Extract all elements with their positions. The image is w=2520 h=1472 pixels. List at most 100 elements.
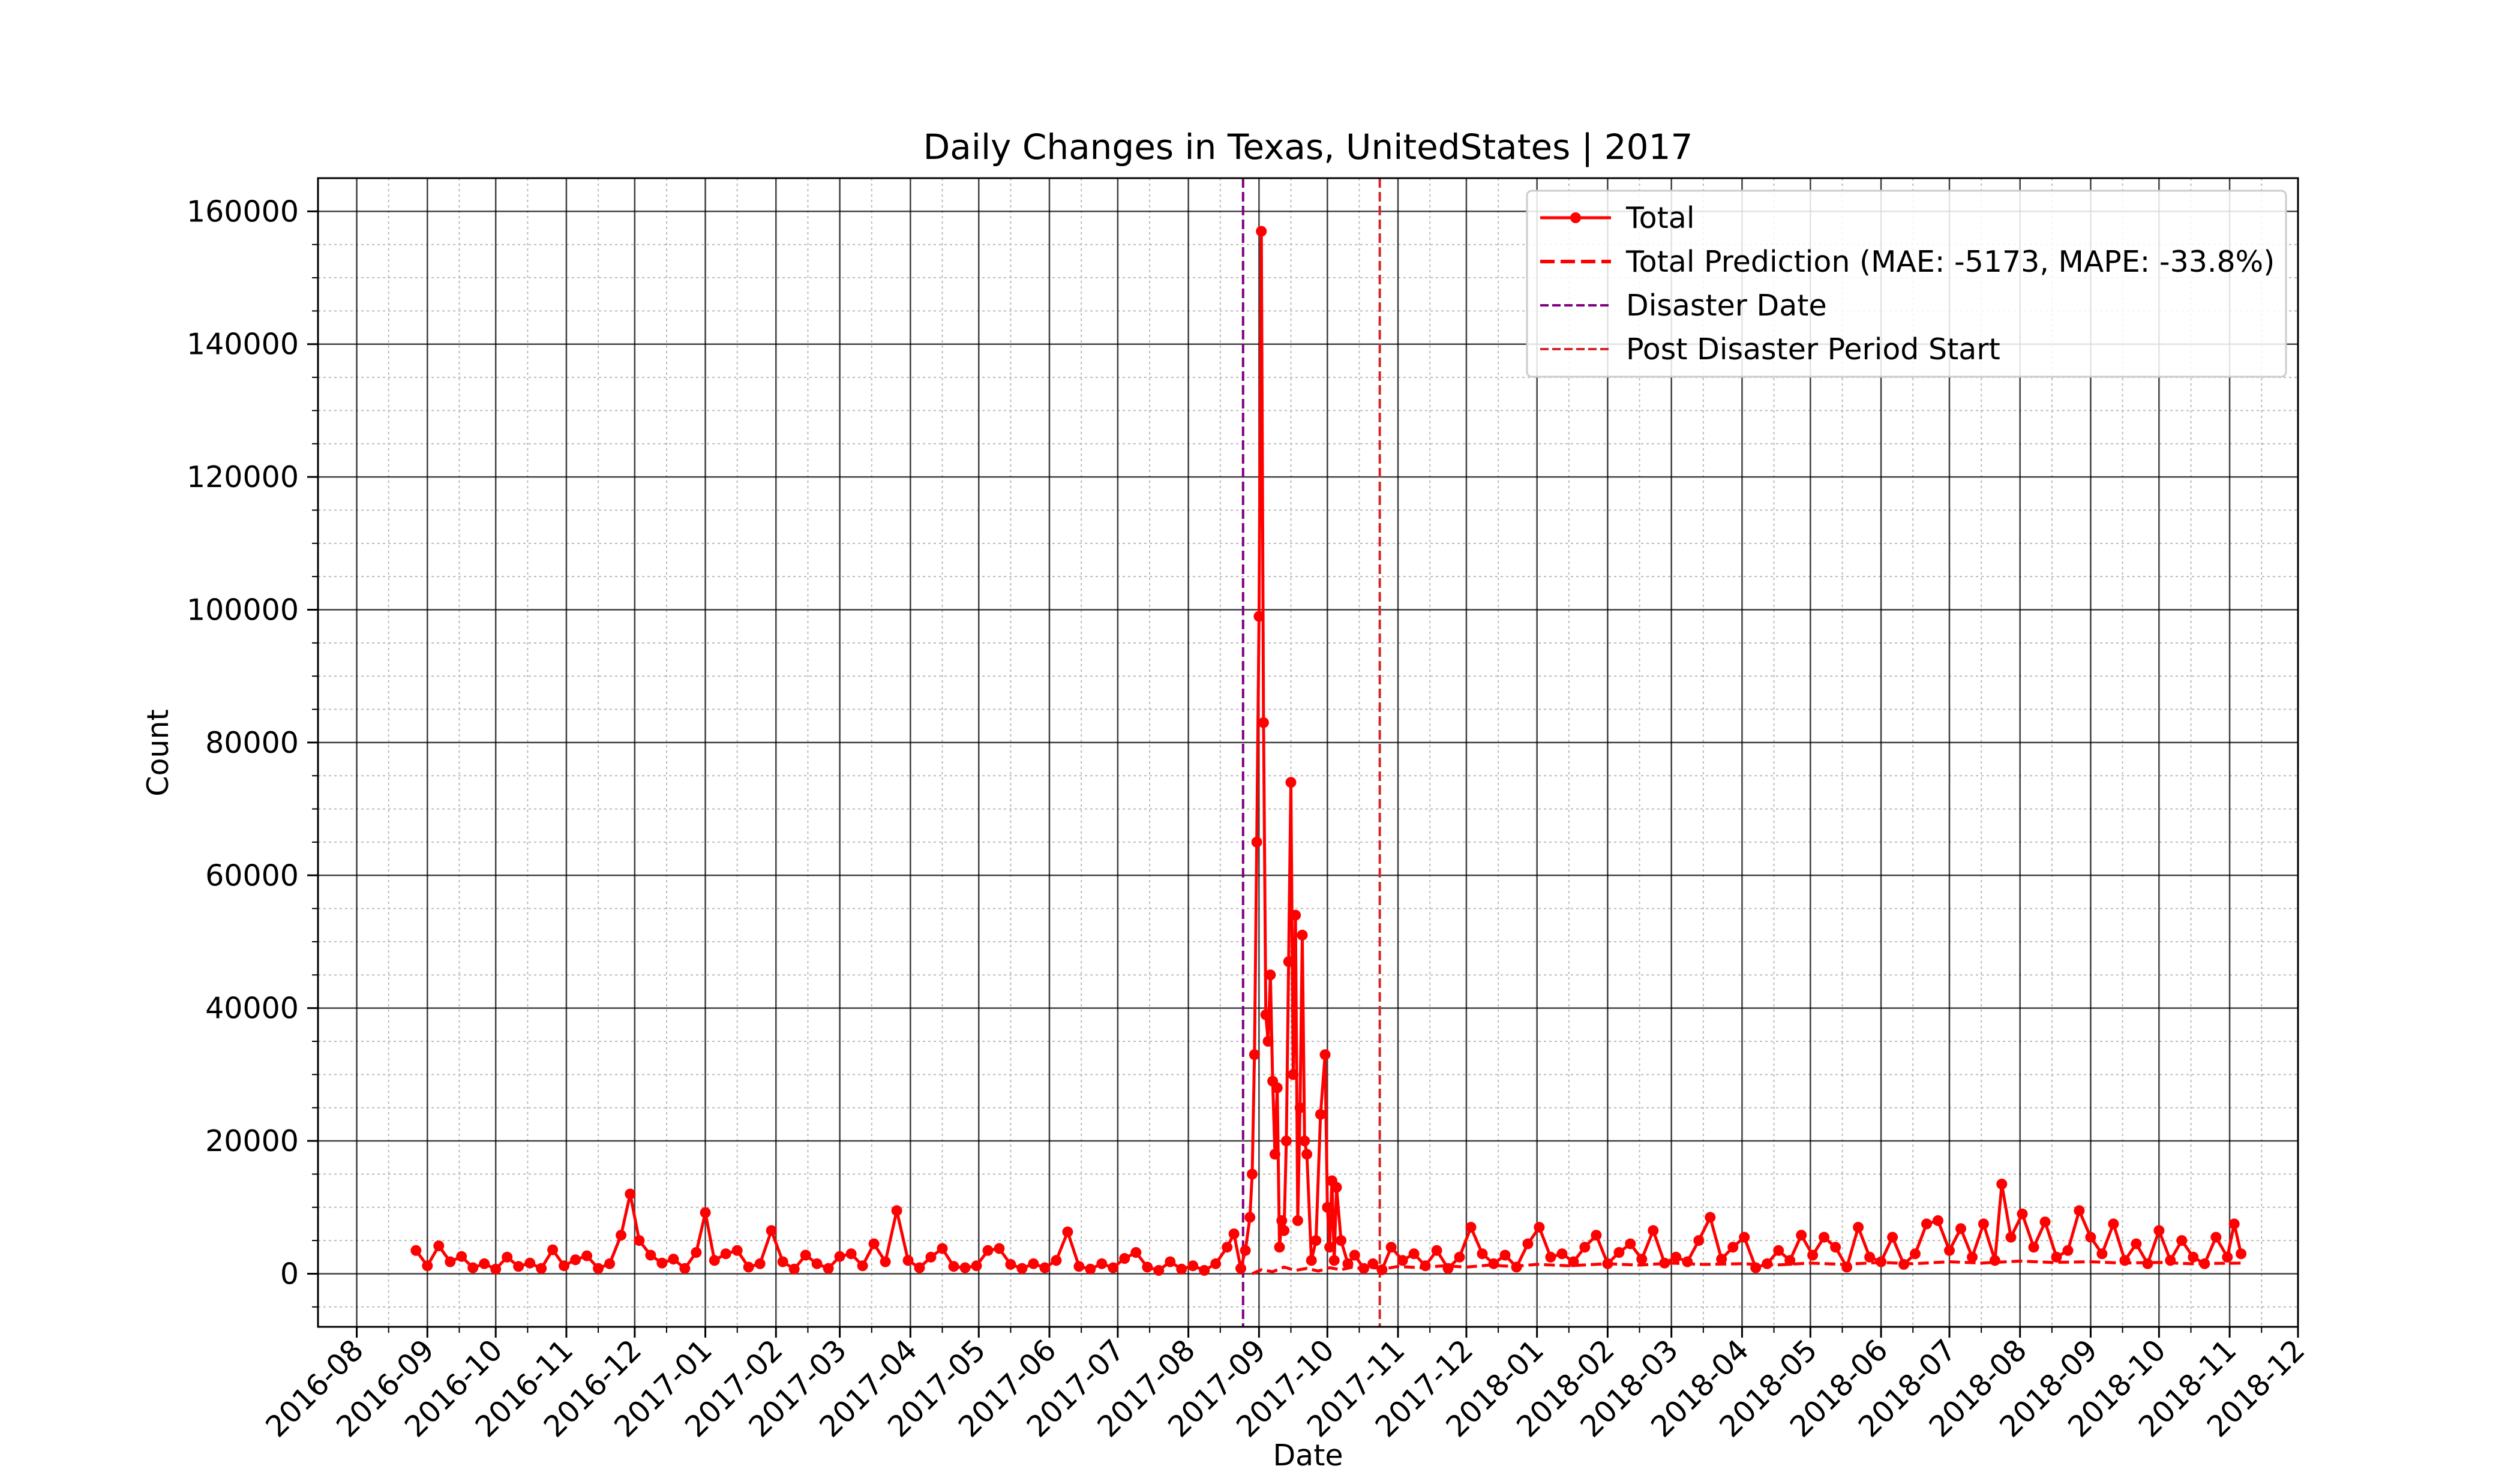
data-point (433, 1240, 445, 1251)
legend-entry: Post Disaster Period Start (1540, 332, 2000, 367)
legend: Total Total Prediction (MAE: -5173, MAPE:… (1526, 190, 2287, 378)
data-point (1807, 1249, 1819, 1261)
data-point (811, 1258, 823, 1269)
data-point (2028, 1242, 2039, 1253)
data-point (868, 1238, 880, 1249)
data-point (1996, 1179, 2008, 1189)
data-point (2005, 1231, 2017, 1243)
data-point (1039, 1262, 1051, 1273)
prediction-line (1252, 1259, 2242, 1275)
data-point (1199, 1264, 1210, 1276)
data-point (937, 1243, 948, 1254)
data-point (709, 1255, 720, 1266)
data-point (1556, 1248, 1568, 1260)
y-tick-label: 80000 (205, 726, 299, 760)
data-point (1292, 1215, 1303, 1226)
data-point (2051, 1251, 2062, 1263)
data-point (410, 1245, 422, 1256)
legend-label: Disaster Date (1626, 289, 1827, 323)
data-point (479, 1258, 490, 1269)
y-tick-label: 0 (280, 1257, 299, 1291)
data-point (536, 1263, 547, 1274)
x-axis-label: Date (1273, 1438, 1343, 1470)
data-point (1165, 1256, 1176, 1267)
data-point (1271, 1082, 1283, 1094)
data-point (1727, 1242, 1739, 1253)
y-tick-label: 40000 (205, 992, 299, 1026)
data-point (1222, 1242, 1233, 1253)
data-point (1265, 969, 1276, 981)
data-point (1108, 1262, 1119, 1273)
data-point (754, 1258, 766, 1269)
data-point (1256, 226, 1267, 237)
y-tick-label: 20000 (205, 1124, 299, 1158)
data-point (891, 1205, 902, 1216)
data-point (1385, 1242, 1397, 1253)
data-point (2176, 1235, 2188, 1246)
legend-label: Total Prediction (MAE: -5173, MAPE: -33.… (1625, 245, 2275, 279)
data-point (902, 1255, 914, 1266)
data-point (1130, 1247, 1142, 1258)
data-point (925, 1251, 937, 1263)
data-point (1534, 1222, 1545, 1233)
data-point (982, 1245, 994, 1256)
data-point (1276, 1215, 1288, 1226)
data-point (1682, 1256, 1693, 1267)
data-point (445, 1256, 456, 1267)
data-point (1085, 1263, 1096, 1275)
data-point (994, 1243, 1005, 1254)
data-point (1315, 1108, 1326, 1120)
data-point (502, 1251, 513, 1263)
data-point (1258, 717, 1269, 728)
data-point (766, 1225, 777, 1236)
data-point (524, 1257, 536, 1269)
data-point (2142, 1258, 2153, 1269)
reference-lines (1241, 178, 1381, 1327)
data-point (1773, 1245, 1784, 1256)
data-point (1659, 1257, 1670, 1269)
data-point (547, 1244, 559, 1255)
data-point (1967, 1251, 1978, 1263)
plot-frame (317, 177, 2299, 1328)
legend-entry: Total (1540, 201, 1694, 235)
data-point (559, 1260, 570, 1272)
y-tick-label: 140000 (187, 328, 299, 362)
data-point (880, 1256, 891, 1267)
data-point (2236, 1248, 2247, 1260)
data-point (1397, 1255, 1408, 1266)
data-point (948, 1261, 959, 1272)
chart-title: Daily Changes in Texas, UnitedStates | 2… (923, 127, 1693, 167)
data-point (625, 1188, 636, 1200)
data-point (777, 1256, 788, 1267)
data-point (1331, 1182, 1342, 1193)
data-point (1294, 1102, 1306, 1113)
data-point (1028, 1258, 1039, 1269)
data-point (1260, 1009, 1271, 1020)
data-point (1319, 1049, 1331, 1061)
y-tick-label: 100000 (187, 593, 299, 627)
data-point (1016, 1263, 1028, 1274)
data-point (2085, 1231, 2096, 1243)
data-point (1274, 1242, 1285, 1253)
data-point (834, 1251, 845, 1262)
data-point (1853, 1222, 1864, 1233)
data-point (914, 1262, 925, 1273)
data-point (1176, 1263, 1187, 1275)
data-point (1864, 1251, 1876, 1263)
data-point (2210, 1231, 2222, 1243)
data-point (1228, 1228, 1240, 1239)
data-point (1670, 1251, 1682, 1263)
data-point (2228, 1218, 2240, 1230)
data-point (2131, 1238, 2142, 1249)
data-point (593, 1263, 604, 1274)
data-point (422, 1260, 433, 1272)
data-point (1142, 1261, 1153, 1273)
data-point (1322, 1201, 1333, 1213)
data-point (1247, 1168, 1258, 1180)
data-point (2153, 1225, 2165, 1236)
data-point (1288, 1069, 1299, 1080)
data-point (1301, 1149, 1313, 1160)
data-point (2108, 1218, 2119, 1230)
data-point (656, 1257, 668, 1269)
